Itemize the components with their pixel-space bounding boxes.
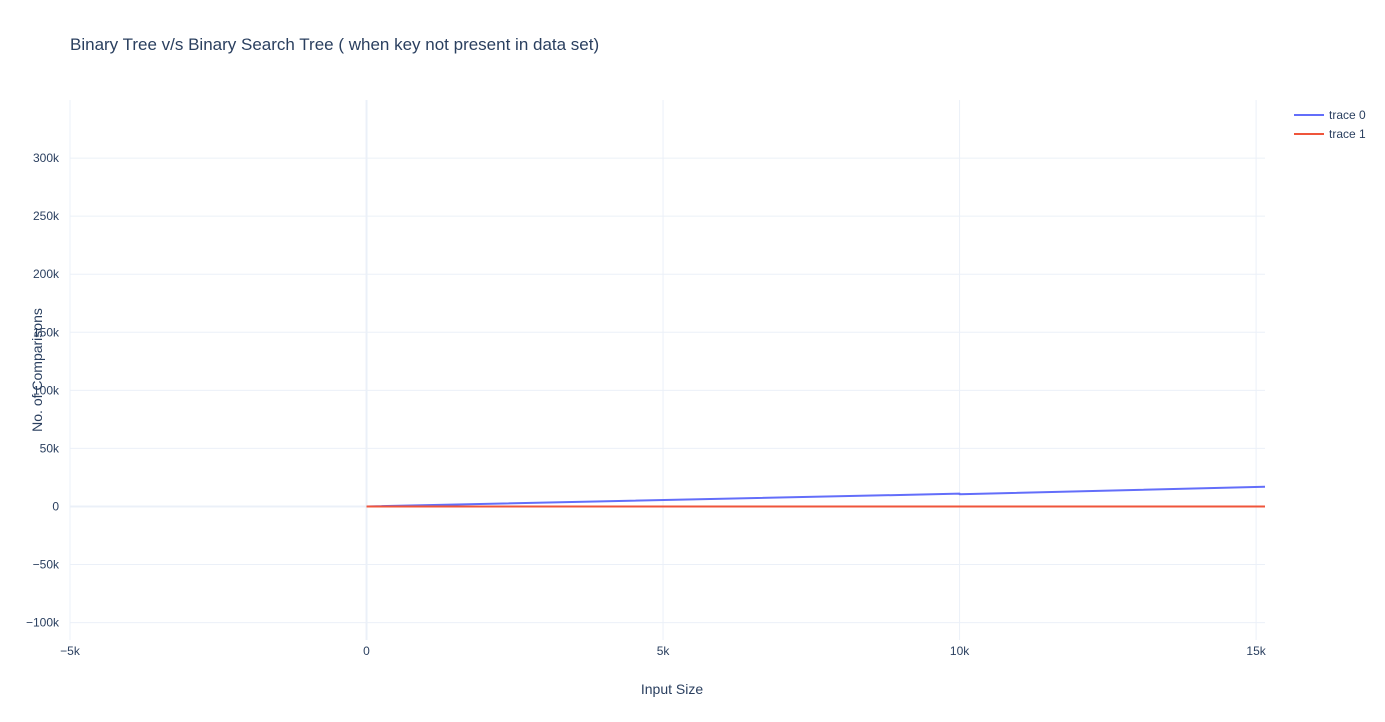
legend-label[interactable]: trace 1 (1329, 127, 1366, 141)
y-tick-label: 100k (33, 383, 60, 397)
legend[interactable]: trace 0 trace 1 (1294, 108, 1366, 141)
x-tick-label: 5k (657, 644, 671, 658)
legend-label[interactable]: trace 0 (1329, 108, 1366, 122)
grid (69, 100, 1265, 640)
x-tick-label: 10k (950, 644, 970, 658)
series-line-trace-0[interactable] (366, 485, 1266, 508)
x-axis-title: Input Size (641, 681, 703, 697)
y-tick-label: −100k (26, 616, 60, 630)
chart-title: Binary Tree v/s Binary Search Tree ( whe… (70, 35, 599, 54)
y-axis-title: No. of Comparisons (29, 308, 45, 432)
y-axis: −100k −50k 0 50k 100k 150k 200k 250k 300k (26, 151, 60, 630)
y-tick-label: 0 (52, 499, 59, 513)
zero-lines (70, 100, 1265, 640)
y-tick-label: 200k (33, 267, 60, 281)
plot-area[interactable] (366, 485, 1266, 508)
y-tick-label: 50k (40, 441, 60, 455)
x-tick-label: 0 (363, 644, 370, 658)
y-tick-label: 150k (33, 325, 60, 339)
x-axis: −5k 0 5k 10k 15k (60, 644, 1267, 658)
y-tick-label: 250k (33, 209, 60, 223)
y-tick-label: −50k (33, 558, 60, 572)
x-tick-label: 15k (1246, 644, 1266, 658)
y-tick-label: 300k (33, 151, 60, 165)
x-tick-label: −5k (60, 644, 81, 658)
